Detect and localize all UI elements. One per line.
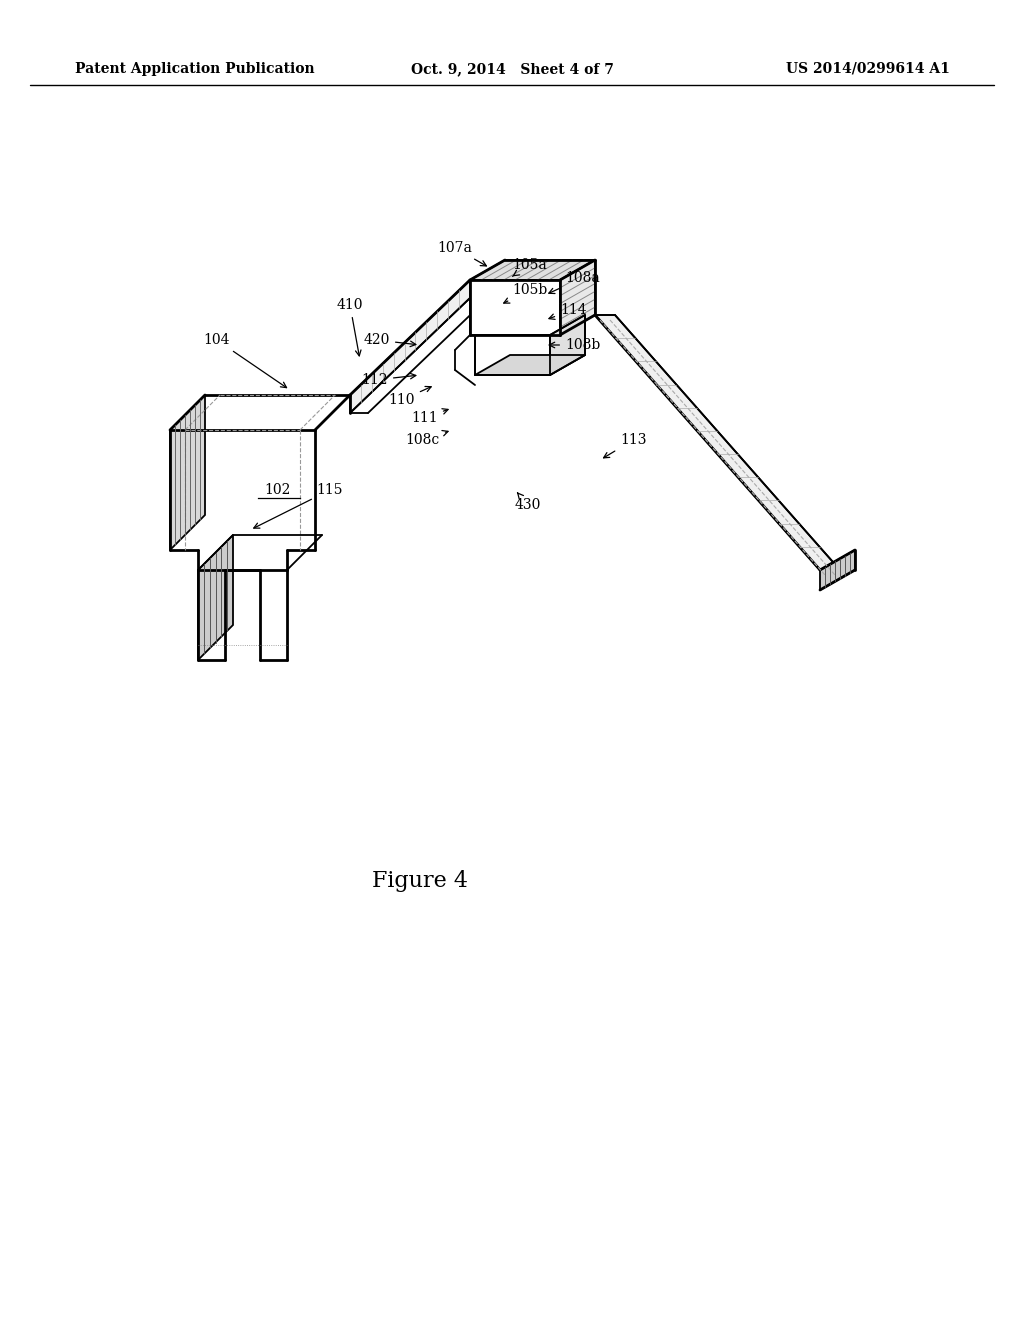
Text: Oct. 9, 2014   Sheet 4 of 7: Oct. 9, 2014 Sheet 4 of 7 bbox=[411, 62, 613, 77]
Polygon shape bbox=[475, 355, 585, 375]
Text: 102: 102 bbox=[265, 483, 291, 498]
Text: 113: 113 bbox=[603, 433, 646, 458]
Text: 420: 420 bbox=[364, 333, 416, 347]
Text: 104: 104 bbox=[204, 333, 287, 388]
Text: 112: 112 bbox=[361, 374, 416, 387]
Text: 110: 110 bbox=[388, 387, 431, 407]
Polygon shape bbox=[560, 260, 595, 335]
Polygon shape bbox=[820, 550, 855, 590]
Text: 108a: 108a bbox=[549, 271, 600, 293]
Text: 105a: 105a bbox=[512, 257, 547, 276]
Text: Figure 4: Figure 4 bbox=[372, 870, 468, 892]
Polygon shape bbox=[170, 395, 205, 550]
Polygon shape bbox=[470, 260, 595, 280]
Text: 430: 430 bbox=[515, 492, 542, 512]
Text: Patent Application Publication: Patent Application Publication bbox=[75, 62, 314, 77]
Text: 108b: 108b bbox=[549, 338, 600, 352]
Text: 107a: 107a bbox=[437, 242, 486, 265]
Polygon shape bbox=[595, 315, 840, 570]
Polygon shape bbox=[550, 315, 585, 375]
Text: US 2014/0299614 A1: US 2014/0299614 A1 bbox=[786, 62, 950, 77]
Text: 114: 114 bbox=[549, 304, 587, 319]
Polygon shape bbox=[470, 280, 560, 335]
Text: 115: 115 bbox=[254, 483, 343, 528]
Polygon shape bbox=[475, 335, 550, 375]
Text: 108c: 108c bbox=[406, 430, 449, 447]
Polygon shape bbox=[350, 280, 470, 413]
Polygon shape bbox=[198, 535, 233, 660]
Text: 105b: 105b bbox=[504, 282, 547, 304]
Text: 111: 111 bbox=[412, 409, 449, 425]
Text: 410: 410 bbox=[337, 298, 364, 356]
